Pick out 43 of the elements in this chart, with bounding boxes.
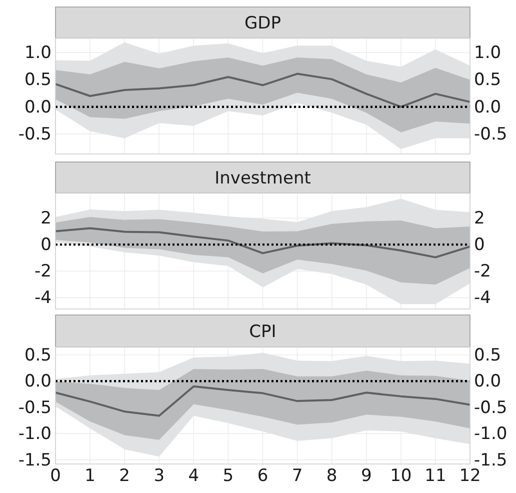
x-tick-label: 11 (424, 466, 446, 486)
y2-tick-label: 0.0 (474, 372, 502, 392)
line-series (54, 385, 471, 417)
y-tick-label: -1.5 (18, 450, 52, 470)
x-tick-label: 3 (154, 466, 165, 486)
x-tick-label: 2 (119, 466, 130, 486)
x-tick-label: 9 (360, 466, 372, 486)
y2-tick-label: -2 (474, 262, 491, 282)
y-tick-label: 2 (40, 208, 52, 228)
x-tick-label: 5 (222, 466, 234, 486)
y-tick-label: 1.0 (24, 43, 52, 64)
y2-tick-label: -4 (474, 288, 491, 308)
y2-tick-label: -0.5 (474, 398, 508, 418)
x-tick-label: 1 (84, 466, 96, 486)
x-tick-label: 6 (257, 466, 268, 486)
x-tick-label: 10 (390, 466, 412, 486)
chart-title: CPI (249, 322, 276, 342)
x-tick-label: 8 (326, 466, 338, 486)
y2-tick-label: 0 (474, 234, 485, 255)
y-tick-label: 0.0 (24, 97, 52, 118)
y2-tick-label: -1.0 (474, 424, 508, 444)
y-tick-label: -0.5 (18, 398, 52, 418)
y-tick-label: -0.5 (18, 124, 52, 144)
x-tick-label: 12 (459, 466, 481, 486)
y-tick-label: 0.5 (24, 70, 52, 90)
y-tick-label: 0 (40, 234, 52, 255)
y2-tick-label: 0.5 (474, 70, 502, 90)
y2-tick-label: -0.5 (474, 124, 508, 144)
line-series (54, 72, 471, 108)
line-series (54, 227, 471, 258)
y2-tick-label: 0.0 (474, 97, 502, 118)
y-tick-label: -2 (34, 262, 52, 282)
y-tick-label: -4 (34, 288, 52, 308)
chart-title: Investment (214, 168, 312, 189)
y2-tick-label: 2 (474, 208, 485, 228)
x-tick-label: 4 (188, 466, 200, 486)
chart-title: GDP (244, 14, 282, 34)
y2-tick-label: 0.5 (474, 345, 502, 366)
y2-tick-label: 1.0 (474, 43, 502, 64)
x-tick-label: 7 (292, 466, 303, 486)
y-tick-label: -1.0 (18, 424, 52, 444)
y-tick-label: 0.5 (24, 345, 52, 366)
y-tick-label: 0.0 (24, 372, 52, 392)
